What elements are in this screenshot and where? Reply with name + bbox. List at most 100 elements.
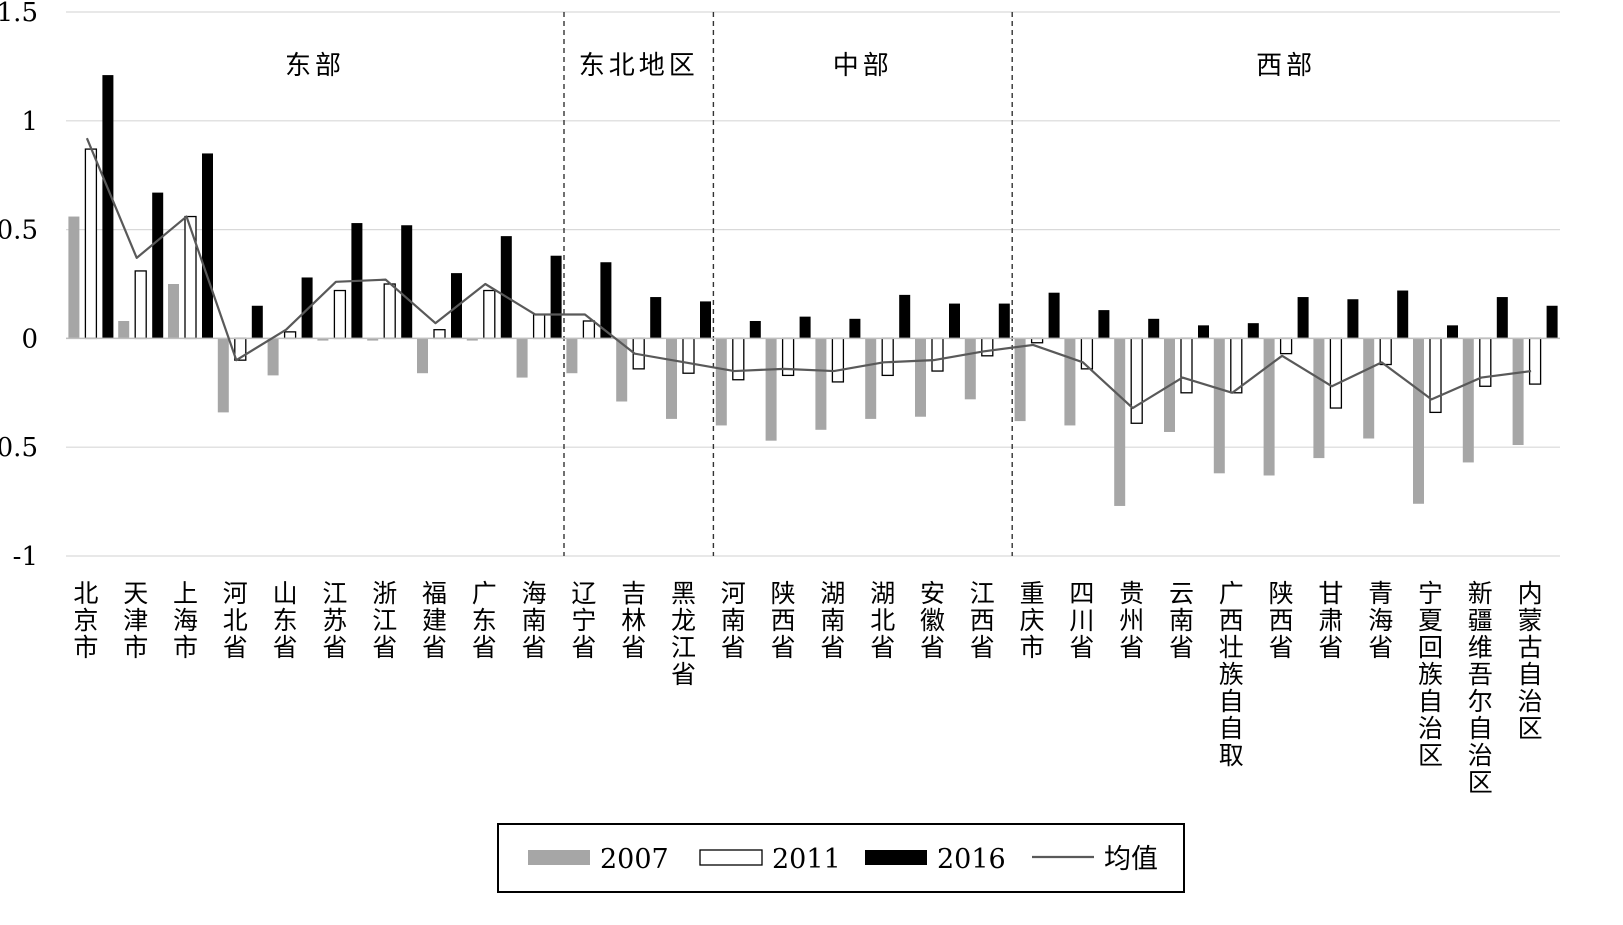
x-tick-label: 陕西省: [1269, 579, 1294, 662]
bar-2011: [682, 337, 695, 374]
bar-2007: [915, 338, 926, 417]
bar-2011: [1230, 337, 1243, 394]
bar-2011: [1180, 337, 1193, 394]
bar-2016: [1297, 297, 1309, 339]
x-tick-char: 湖: [820, 579, 845, 608]
x-tick-char: 族: [1418, 660, 1443, 689]
x-tick-char: 省: [1169, 633, 1194, 662]
x-tick-char: 省: [671, 660, 696, 689]
bar-2011: [931, 337, 944, 372]
x-tick-char: 云: [1169, 579, 1194, 608]
x-tick-char: 宁: [1418, 579, 1443, 608]
bar-2011: [1329, 337, 1343, 409]
bar-2016: [301, 277, 313, 339]
bar-2007: [118, 320, 130, 339]
bar-2011: [333, 289, 347, 340]
x-tick-char: 治: [1418, 714, 1443, 743]
bar-2011: [1130, 337, 1143, 424]
x-tick-char: 州: [1119, 606, 1144, 635]
x-tick-char: 区: [1518, 714, 1543, 743]
x-tick-char: 省: [522, 633, 547, 662]
bar-2007: [367, 338, 379, 341]
bar-2007: [1213, 338, 1225, 474]
bar-2007: [1462, 338, 1474, 463]
legend-label: 2011: [772, 844, 841, 875]
x-tick-char: 自: [1219, 714, 1244, 743]
bar-2011: [1080, 337, 1094, 370]
y-tick-label: 0: [21, 324, 38, 354]
x-tick-char: 江: [671, 633, 696, 662]
bar-2011: [831, 337, 845, 383]
x-tick-char: 省: [1069, 633, 1094, 662]
x-tick-char: 回: [1418, 633, 1443, 662]
bar-2016: [1048, 292, 1060, 339]
x-tick-char: 市: [73, 633, 98, 662]
x-tick-char: 黑: [671, 579, 696, 608]
bar-2011: [134, 270, 147, 340]
x-tick-label: 重庆市: [1020, 579, 1045, 662]
x-tick-char: 北: [73, 579, 98, 608]
x-tick-label: 海南省: [522, 579, 547, 662]
x-tick-char: 省: [571, 633, 596, 662]
x-tick-char: 四: [1069, 579, 1094, 608]
x-tick-char: 广: [1219, 579, 1244, 608]
x-tick-char: 省: [273, 633, 298, 662]
bar-2011: [483, 289, 496, 340]
bar-2016: [1148, 318, 1160, 339]
bar-2016: [749, 320, 761, 339]
bar-2011: [732, 337, 745, 381]
x-tick-label: 江苏省: [322, 579, 347, 662]
x-tick-char: 南: [820, 606, 845, 635]
bar-2011: [1279, 337, 1293, 355]
bar-2016: [1496, 297, 1508, 339]
x-tick-char: 新: [1468, 579, 1493, 608]
bar-2016: [949, 303, 960, 339]
x-tick-char: 古: [1518, 633, 1543, 662]
bar-2007: [815, 338, 827, 430]
legend-label: 2007: [600, 844, 669, 875]
x-tick-char: 东: [472, 606, 497, 635]
x-axis: 北京市天津市上海市河北省山东省江苏省浙江省福建省广东省海南省辽宁省吉林省黑龙江省…: [73, 579, 1542, 797]
legend-swatch: [865, 850, 927, 865]
bars: [68, 75, 1558, 506]
bar-2007: [1313, 338, 1325, 459]
bar-2007: [666, 338, 677, 419]
bar-2007: [765, 338, 777, 441]
x-tick-char: 省: [372, 633, 397, 662]
x-tick-char: 甘: [1318, 579, 1343, 608]
x-tick-label: 云南省: [1169, 579, 1194, 662]
mean-line-series: [85, 137, 1532, 410]
x-tick-char: 尔: [1468, 687, 1493, 716]
x-tick-char: 省: [621, 633, 646, 662]
x-tick-char: 蒙: [1518, 606, 1543, 635]
x-tick-char: 海: [1368, 606, 1393, 635]
x-tick-char: 林: [621, 606, 646, 635]
x-tick-char: 辽: [571, 579, 596, 608]
x-tick-char: 西: [1219, 606, 1244, 635]
region-label: 西部: [1256, 51, 1316, 81]
bar-2007: [217, 338, 229, 413]
x-tick-char: 安: [920, 579, 945, 608]
x-tick-char: 浙: [372, 579, 397, 608]
legend-item-2007: 2007: [528, 844, 669, 875]
x-tick-char: 省: [1119, 633, 1144, 662]
bar-2016: [152, 192, 164, 339]
x-tick-char: 山: [273, 579, 298, 608]
x-tick-label: 吉林省: [621, 579, 646, 662]
x-tick-char: 上: [173, 579, 198, 608]
x-tick-char: 西: [771, 606, 796, 635]
region-label: 中部: [833, 51, 893, 81]
x-tick-char: 省: [870, 633, 895, 662]
region-labels: 东部 东北地区 中部 西部: [285, 51, 1316, 81]
x-tick-char: 省: [1269, 633, 1294, 662]
bar-2007: [466, 338, 478, 341]
x-tick-label: 湖南省: [820, 579, 845, 662]
bar-2011: [582, 320, 596, 340]
x-tick-char: 陕: [1269, 579, 1294, 608]
bar-2007: [1363, 338, 1375, 439]
x-tick-char: 陕: [771, 579, 796, 608]
bar-2007: [1263, 338, 1275, 476]
x-tick-char: 江: [322, 579, 347, 608]
x-tick-char: 市: [123, 633, 148, 662]
